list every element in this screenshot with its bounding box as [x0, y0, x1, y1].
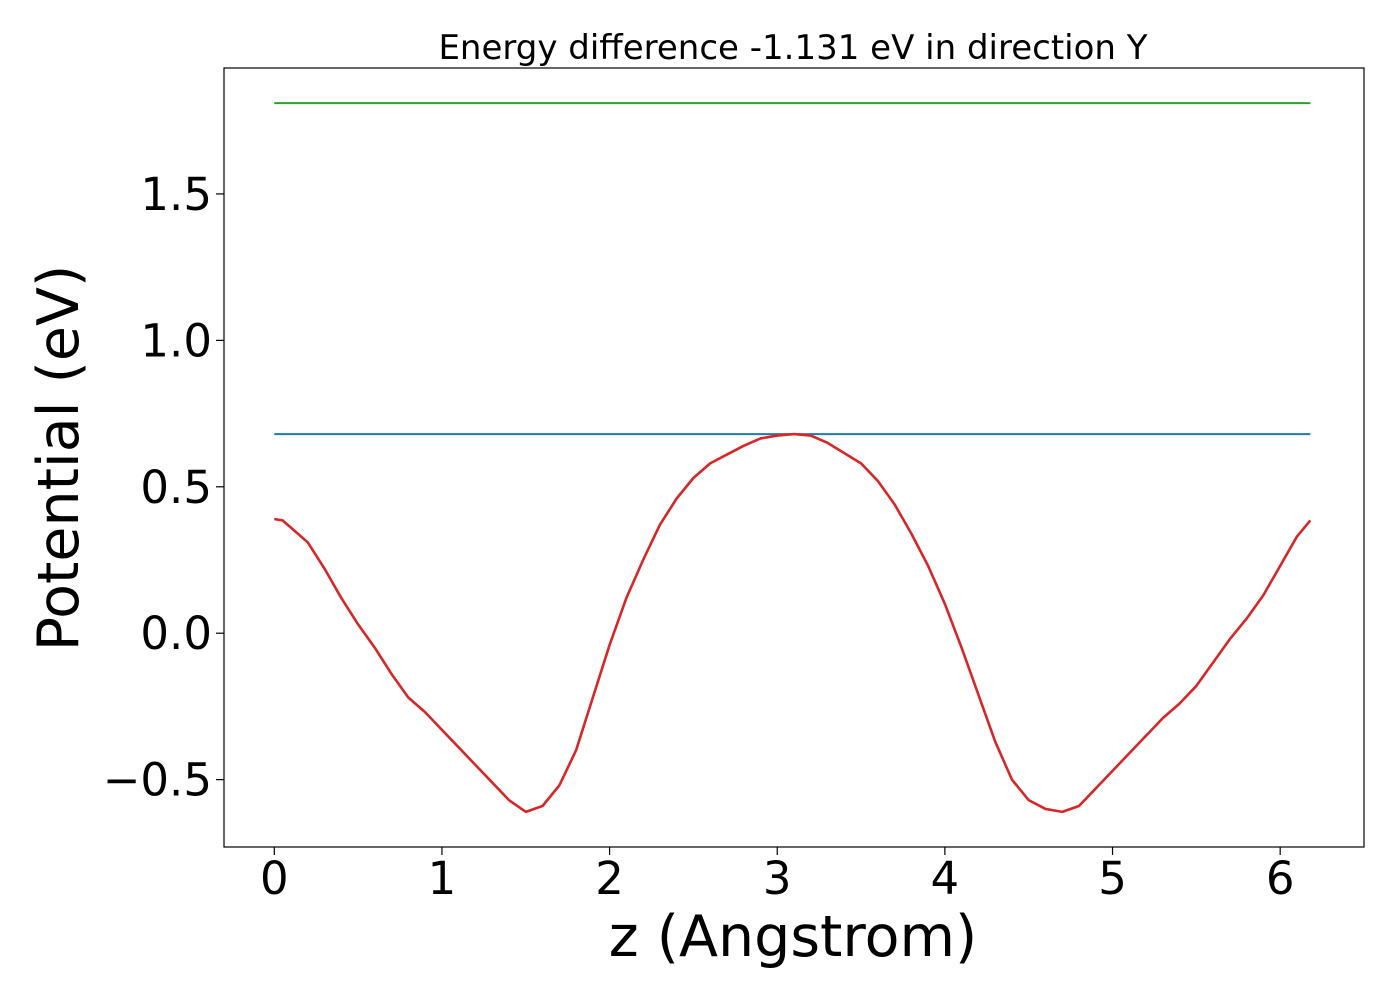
y-tick-label: −0.5	[103, 754, 212, 807]
chart-title: Energy difference -1.131 eV in direction…	[438, 28, 1147, 68]
x-tick-label: 2	[595, 852, 624, 905]
y-tick-label: 1.0	[140, 314, 212, 367]
y-ticks: −0.5 0.0 0.5 1.0 1.5	[103, 168, 224, 807]
y-tick-label: 1.5	[140, 168, 212, 221]
series-line-2	[274, 432, 1312, 814]
x-tick-label: 1	[428, 852, 457, 905]
y-tick-label: 0.0	[140, 607, 212, 660]
x-tick-label: 0	[260, 852, 289, 905]
x-tick-label: 5	[1098, 852, 1127, 905]
y-axis-label: Potential (eV)	[26, 265, 92, 651]
series-layer	[274, 102, 1312, 814]
x-axis-label: z (Angstrom)	[609, 904, 977, 970]
y-tick-label: 0.5	[140, 461, 212, 514]
plot-frame	[223, 67, 1365, 848]
x-ticks: 0 1 2 3 4 5 6	[260, 847, 1295, 905]
x-tick-label: 6	[1266, 852, 1295, 905]
x-tick-label: 4	[931, 852, 960, 905]
x-tick-label: 3	[763, 852, 792, 905]
